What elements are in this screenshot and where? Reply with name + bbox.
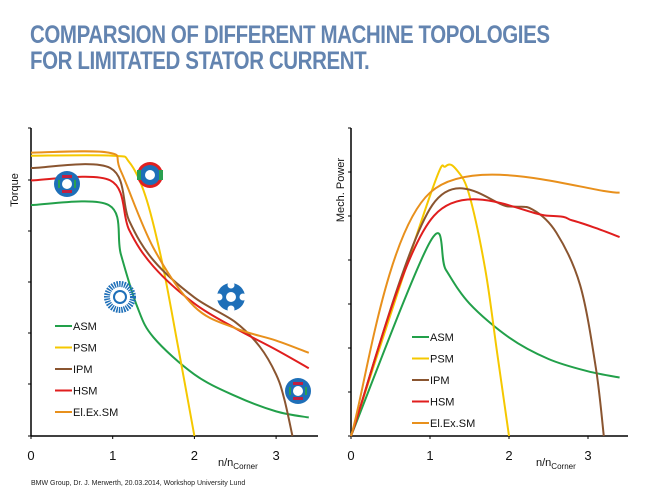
legend-label: El.Ex.SM [430,418,475,430]
winding [293,397,303,400]
legend-label: IPM [430,375,450,387]
series-line-ipm [350,187,605,437]
magnet [137,170,141,180]
notch [227,281,235,289]
x-tick-label: 1 [109,448,116,463]
series-line-psm [30,154,196,437]
series-line-hsm [350,198,620,437]
legend-label: HSM [430,397,454,409]
winding [74,180,76,188]
rotor-bore [145,170,155,180]
x-tick-label: 3 [584,448,591,463]
magnet [62,175,72,178]
rotor-bore [62,179,72,189]
x-tick-label: 2 [505,448,512,463]
ipm-motor-icon [215,281,247,313]
series-line-asm [30,200,309,419]
footer-credit: BMW Group, Dr. J. Merwerth, 20.03.2014, … [31,480,246,487]
winding [289,387,291,395]
winding [293,382,303,385]
legend-label: ASM [430,332,454,344]
winding [58,180,60,188]
x-axis-label: n/nCorner [536,457,576,471]
magnet [62,190,72,193]
notch [239,293,247,301]
legend-label: IPM [73,364,93,376]
x-tick-label: 3 [272,448,279,463]
rotor-bore [226,292,236,302]
legend-label: ASM [73,321,97,333]
rotor-bore [293,386,303,396]
series-line-hsm [30,175,310,370]
psm-motor-icon [137,162,163,188]
series-line-ipm [30,163,294,437]
x-tick-label: 0 [27,448,34,463]
series-line-psm [350,163,510,437]
y-axis-label: Mech. Power [335,158,347,223]
asm-motor-icon [104,281,136,313]
title-line-1: COMPARSION OF DIFFERENT MACHINE TOPOLOGI… [30,21,550,49]
notch [215,293,223,301]
hsm-motor-icon [54,171,80,197]
notch [227,305,235,313]
magnet [159,170,163,180]
x-axis-label: n/nCorner [218,457,258,471]
x-tick-label: 1 [426,448,433,463]
series-line-elexsm [350,173,620,437]
chart-power: 0 1 2 3 Mech. Power n/nCorner ASM PSM IPM HSM El.E… [335,127,628,471]
x-tick-label: 0 [347,448,354,463]
title-line-2: FOR LIMITATED STATOR CURRENT. [30,47,370,75]
legend-label: El.Ex.SM [73,407,118,419]
rotor-bore [115,292,125,302]
legend-label: PSM [73,343,97,355]
winding [305,387,307,395]
series-line-elexsm [30,150,310,354]
elexsm-motor-icon [285,378,311,404]
slide-title: COMPARSION OF DIFFERENT MACHINE TOPOLOGI… [30,22,604,74]
rotor-bars [104,281,136,313]
x-tick-label: 2 [191,448,198,463]
legend-label: PSM [430,354,454,366]
y-axis-label: Torque [9,173,21,207]
series-line-asm [350,232,620,437]
legend-label: HSM [73,386,97,398]
